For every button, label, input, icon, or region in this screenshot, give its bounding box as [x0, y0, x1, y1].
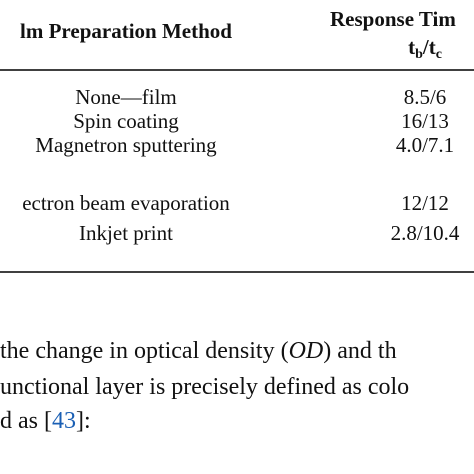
header-unit: tb/tc [408, 35, 442, 62]
table-cell: Inkjet print [79, 221, 173, 245]
text: ]: [76, 408, 91, 434]
text: unctional layer is precisely defined as … [0, 374, 409, 400]
header-cell: lm Preparation Method [20, 19, 232, 43]
table-cell: Spin coating [73, 109, 179, 133]
unit-part: t [408, 35, 415, 59]
table-cell: ectron beam evaporation [22, 191, 230, 215]
table-cell: 2.8/10.4 [391, 221, 460, 245]
unit-sub: b [415, 47, 423, 62]
table-cell: 4.0/7.1 [396, 133, 454, 157]
text: the change in optical density ( [0, 338, 289, 364]
paragraph-line: unctional layer is precisely defined as … [0, 374, 409, 400]
text: ) and th [323, 338, 396, 364]
paragraph-line: the change in optical density (OD) and t… [0, 338, 397, 364]
text: d as [ [0, 408, 52, 434]
table-cell: Magnetron sputtering [35, 133, 217, 157]
citation-link[interactable]: 43 [52, 408, 76, 434]
header-cell: Response Tim [330, 7, 456, 31]
paragraph-line: d as [43]: [0, 408, 91, 434]
table-cell: 16/13 [401, 109, 449, 133]
symbol: OD [289, 338, 324, 364]
table-body: None—film 8.5/6 Spin coating 16/13 Magnetron… [22, 85, 460, 245]
table-cell: 8.5/6 [404, 85, 447, 109]
table-cell: None—film [75, 85, 176, 109]
unit-part: /t [422, 35, 436, 59]
table-cell: 12/12 [401, 191, 449, 215]
unit-sub: c [436, 47, 442, 62]
